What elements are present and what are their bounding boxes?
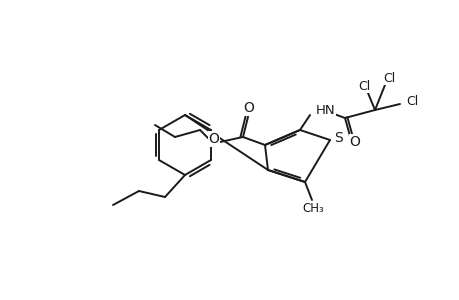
Text: S: S	[334, 131, 342, 145]
Text: HN: HN	[315, 103, 335, 116]
Text: O: O	[349, 135, 360, 149]
Text: CH₃: CH₃	[302, 202, 323, 214]
Text: Cl: Cl	[357, 80, 369, 92]
Text: Cl: Cl	[382, 71, 394, 85]
Text: O: O	[208, 132, 219, 146]
Text: Cl: Cl	[405, 94, 417, 107]
Text: O: O	[243, 101, 254, 115]
